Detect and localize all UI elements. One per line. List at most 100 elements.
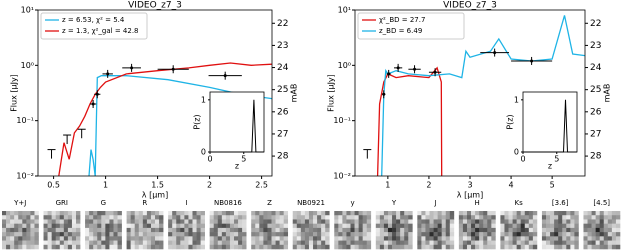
cutout-pixel — [532, 223, 538, 229]
cutout-pixel — [259, 219, 264, 224]
cutout-pixel — [2, 211, 7, 216]
cutout-pixel — [366, 223, 372, 229]
cutout-pixel — [59, 236, 65, 241]
cutout-pixel — [595, 236, 600, 241]
cutout-pixel — [558, 236, 563, 241]
cutout-pixel — [209, 215, 215, 220]
cutout-pixel — [196, 240, 201, 246]
cutout-pixel — [429, 232, 434, 237]
cutout-pixel — [14, 240, 19, 246]
cutout-label: H — [475, 199, 480, 207]
cutout-pixel — [263, 244, 268, 250]
cutout-pixel — [325, 227, 330, 233]
y2-axis-label: mAB — [603, 84, 612, 103]
cutout-pixel — [300, 227, 306, 233]
cutout-pixel — [562, 219, 567, 224]
cutout-pixel — [259, 244, 264, 250]
cutout-pixel — [449, 244, 455, 250]
cutout-pixel — [251, 219, 256, 224]
cutout-pixel — [43, 219, 48, 224]
cutout-pixel — [550, 219, 555, 224]
cutout-pixel — [34, 227, 39, 233]
cutout-pixel — [545, 215, 551, 220]
cutout-pixel — [417, 232, 422, 237]
cutout-pixel — [255, 236, 260, 241]
cutout-pixel — [566, 211, 571, 216]
cutout-pixel — [566, 219, 571, 224]
cutout-pixel — [51, 240, 57, 246]
cutout-pixel — [242, 219, 247, 224]
cutout-pixel — [138, 211, 144, 216]
cutout-pixel — [611, 211, 617, 216]
cutout-pixel — [433, 223, 438, 229]
cutout-pixel — [26, 223, 31, 229]
cutout-pixel — [566, 244, 571, 250]
cutout-pixel — [200, 244, 205, 250]
cutout-pixel — [615, 223, 621, 229]
cutout-pixel — [334, 244, 339, 250]
cutout-pixel — [516, 240, 521, 246]
cutout-pixel — [429, 236, 434, 241]
cutout-pixel — [475, 244, 480, 250]
cutout-pixel — [346, 215, 351, 220]
cutout-pixel — [229, 232, 235, 237]
cutout-label: Y — [391, 199, 397, 207]
cutout-pixel — [176, 215, 181, 220]
cutout-pixel — [591, 232, 596, 237]
cutout-pixel — [192, 236, 197, 241]
cutout-pixel — [196, 244, 201, 250]
cutout-pixel — [445, 223, 451, 229]
cutout-pixel — [516, 244, 521, 250]
cutout-pixel — [221, 215, 227, 220]
cutout-pixel — [134, 240, 140, 246]
y-tick-label: 10¹ — [338, 6, 351, 15]
cutout-pixel — [267, 227, 272, 233]
cutout-pixel — [599, 223, 605, 229]
cutout-pixel — [545, 232, 551, 237]
cutout-pixel — [325, 211, 330, 216]
cutout-pixel — [308, 223, 314, 229]
cutout-pixel — [292, 223, 298, 229]
cutout-pixel — [338, 211, 343, 216]
cutout-pixel — [229, 236, 235, 241]
cutout-pixel — [449, 232, 455, 237]
cutout-pixel — [392, 223, 397, 229]
cutout-pixel — [126, 232, 131, 237]
cutout-pixel — [358, 244, 363, 250]
cutout-pixel — [350, 223, 355, 229]
y2-axis-label: mAB — [290, 84, 299, 103]
cutout-pixel — [18, 236, 23, 241]
cutout-pixel — [34, 223, 39, 229]
cutout-pixel — [283, 232, 289, 237]
cutout-pixel — [524, 215, 530, 220]
cutout-pixel — [607, 215, 613, 220]
cutout-pixel — [566, 236, 571, 241]
cutout-pixel — [591, 223, 596, 229]
cutout-pixel — [130, 236, 136, 241]
cutout-pixel — [292, 227, 298, 233]
cutout-pixel — [134, 232, 140, 237]
cutout-pixel — [566, 223, 571, 229]
cutout-pixel — [570, 244, 575, 250]
cutout-pixel — [2, 232, 7, 237]
cutout-pixel — [387, 236, 393, 241]
cutout-pixel — [225, 244, 231, 250]
cutout-pixel — [67, 219, 73, 224]
cutout-pixel — [221, 219, 227, 224]
cutout-pixel — [487, 244, 492, 250]
cutout-pixel — [51, 219, 57, 224]
cutout-pixel — [109, 232, 114, 237]
cutout-pixel — [251, 232, 256, 237]
cutout-pixel — [101, 227, 106, 233]
cutout-pixel — [458, 240, 464, 246]
cutout-pixel — [334, 232, 339, 237]
cutout-pixel — [587, 211, 592, 216]
cutout-pixel — [350, 227, 355, 233]
cutout-pixel — [300, 215, 306, 220]
cutout-pixel — [180, 211, 185, 216]
photometry-point — [530, 59, 534, 63]
cutout-pixel — [458, 219, 464, 224]
cutout-pixel — [255, 227, 260, 233]
cutout-pixel — [404, 244, 409, 250]
cutout-pixel — [238, 215, 243, 220]
